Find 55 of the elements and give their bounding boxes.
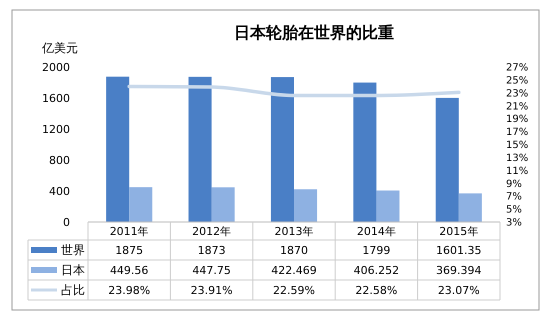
- x-tick-label: 2012年: [192, 224, 232, 238]
- y2-tick-label: 5%: [506, 204, 522, 216]
- data-label: 23.98%: [108, 284, 150, 297]
- data-label: 23.07%: [438, 284, 480, 297]
- y2-tick-label: 13%: [506, 152, 528, 164]
- y-tick-label: 800: [49, 154, 70, 167]
- bar: [294, 189, 318, 222]
- bar: [129, 187, 152, 222]
- y-tick-label: 1600: [42, 92, 70, 105]
- y2-tick-label: 25%: [506, 75, 528, 86]
- data-label: 1875: [115, 244, 144, 257]
- y-tick-label: 400: [49, 184, 70, 198]
- bar: [106, 76, 130, 222]
- data-label: 1870: [280, 244, 308, 257]
- data-label: 1601.35: [436, 244, 482, 257]
- y2-tick-label: 27%: [506, 62, 528, 74]
- bar: [212, 187, 235, 222]
- bar: [376, 190, 400, 222]
- x-tick-label: 2015年: [439, 224, 478, 238]
- y2-tick-label: 23%: [506, 88, 528, 100]
- y2-tick-label: 15%: [506, 140, 528, 151]
- data-label: 406.252: [354, 264, 400, 277]
- data-label: 369.394: [436, 264, 482, 277]
- bar: [353, 82, 376, 222]
- x-tick-label: 2013年: [274, 224, 314, 238]
- y-axis-title: 亿美元: [41, 41, 78, 55]
- y2-tick-label: 3%: [506, 218, 522, 228]
- y2-tick-label: 11%: [506, 166, 528, 177]
- data-label: 422.469: [271, 264, 317, 277]
- y2-tick-label: 21%: [506, 101, 528, 112]
- y-tick-label: 0: [63, 216, 70, 229]
- data-label: 1799: [362, 244, 390, 257]
- data-label: 447.75: [192, 264, 231, 277]
- y2-tick-label: 9%: [506, 178, 522, 190]
- x-tick-label: 2014年: [356, 224, 396, 238]
- bar: [188, 76, 212, 222]
- bar: [458, 193, 482, 222]
- x-tick-label: 2011年: [110, 224, 149, 238]
- data-label: 449.56: [110, 264, 148, 277]
- line-series: [127, 84, 461, 98]
- chart-title: 日本轮胎在世界的比重: [234, 23, 394, 42]
- legend-label: 世界: [61, 243, 85, 258]
- bar: [270, 77, 294, 222]
- data-label: 1873: [198, 244, 226, 257]
- data-label: 22.59%: [273, 284, 315, 297]
- legend-label: 占比: [61, 283, 85, 298]
- y-tick-label: 1200: [42, 122, 70, 136]
- data-label: 22.58%: [355, 284, 398, 297]
- y2-tick-label: 7%: [506, 192, 522, 203]
- data-label: 23.91%: [190, 284, 233, 297]
- y2-tick-label: 19%: [506, 114, 528, 126]
- legend-label: 日本: [61, 263, 85, 278]
- bar: [436, 98, 459, 222]
- y2-tick-label: 17%: [506, 127, 528, 138]
- y-tick-label: 2000: [42, 60, 70, 74]
